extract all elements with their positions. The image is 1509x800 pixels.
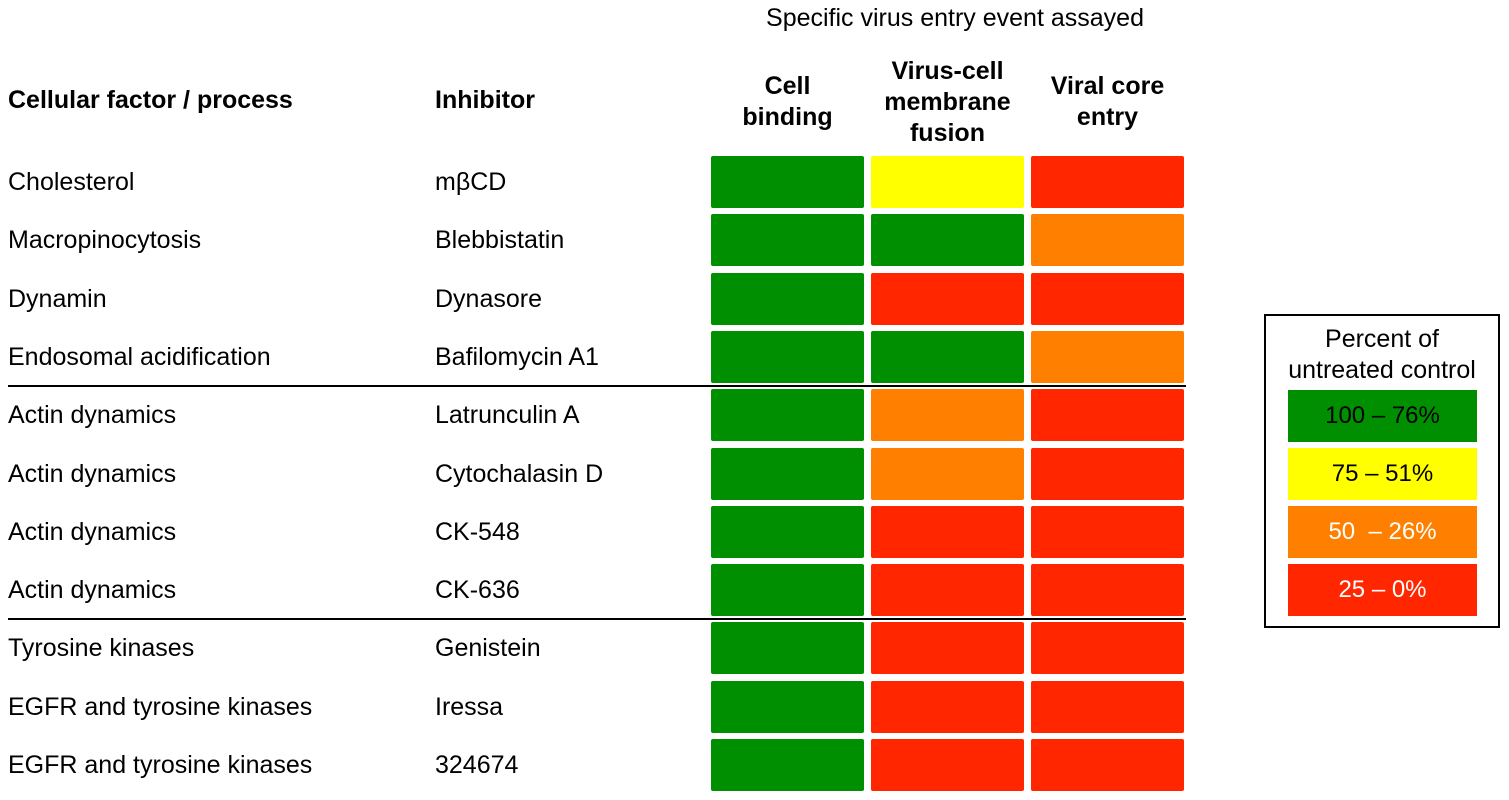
row-factor-label: Actin dynamics xyxy=(8,517,177,546)
heatmap-cell xyxy=(1031,739,1184,791)
legend-title: Percent of untreated control xyxy=(1288,325,1476,384)
heatmap-cell xyxy=(1031,389,1184,442)
row-inhibitor-label: Cytochalasin D xyxy=(435,459,604,488)
heatmap-cell xyxy=(871,680,1024,733)
inhibitor-column-header: Inhibitor xyxy=(435,86,535,114)
row-factor-label: Actin dynamics xyxy=(8,576,177,605)
heatmap-cell xyxy=(711,447,864,500)
heatmap-cell xyxy=(711,680,864,733)
heatmap-cell xyxy=(1031,505,1184,558)
row-inhibitor-label: CK-636 xyxy=(435,576,520,605)
heatmap-cell xyxy=(871,447,1024,500)
column-header-cell-binding: Cell binding xyxy=(742,72,833,131)
row-inhibitor-label: mβCD xyxy=(435,168,507,196)
factor-column-header: Cellular factor / process xyxy=(8,86,293,114)
heatmap-cell xyxy=(711,272,864,325)
column-group-title: Specific virus entry event assayed xyxy=(766,4,1144,32)
heatmap-cell xyxy=(1031,156,1184,208)
row-inhibitor-label: Bafilomycin A1 xyxy=(435,342,599,371)
row-inhibitor-label: 324674 xyxy=(435,751,519,779)
heatmap-cell xyxy=(711,739,864,791)
row-inhibitor-label: Genistein xyxy=(435,634,541,663)
group-separator-line xyxy=(8,618,1186,621)
heatmap-cell xyxy=(871,389,1024,442)
heatmap-cell xyxy=(871,272,1024,325)
heatmap-cell xyxy=(871,505,1024,558)
row-factor-label: Actin dynamics xyxy=(8,459,177,488)
heatmap-cell xyxy=(711,156,864,208)
row-inhibitor-label: Iressa xyxy=(435,692,504,721)
legend-swatch: 75 – 51% xyxy=(1288,448,1477,500)
heatmap-cell xyxy=(711,330,864,383)
heatmap-cell xyxy=(1031,330,1184,383)
heatmap-cell xyxy=(711,564,864,617)
heatmap-cell xyxy=(1031,622,1184,675)
row-inhibitor-label: Blebbistatin xyxy=(435,226,565,255)
legend: Percent of untreated control 100 – 76% 75… xyxy=(1264,314,1500,628)
legend-swatch: 100 – 76% xyxy=(1288,390,1477,442)
heatmap-cell xyxy=(1031,447,1184,500)
row-factor-label: Actin dynamics xyxy=(8,401,177,430)
row-factor-label: Tyrosine kinases xyxy=(8,634,195,663)
heatmap-cell xyxy=(711,505,864,558)
heatmap-cell xyxy=(871,214,1024,267)
heatmap-cell xyxy=(871,739,1024,791)
heatmap-cell xyxy=(711,622,864,675)
group-separator-line xyxy=(8,385,1186,388)
heatmap-cell xyxy=(1031,214,1184,267)
row-factor-label: Macropinocytosis xyxy=(8,226,202,255)
column-header-membrane-fusion: Virus-cell membrane fusion xyxy=(884,56,1011,147)
heatmap-cell xyxy=(1031,564,1184,617)
row-factor-label: Cholesterol xyxy=(8,168,135,196)
legend-swatch: 25 – 0% xyxy=(1288,564,1477,616)
row-inhibitor-label: Latrunculin A xyxy=(435,401,580,430)
heatmap-cell xyxy=(711,389,864,442)
column-header-core-entry: Viral core entry xyxy=(1050,72,1165,131)
row-inhibitor-label: Dynasore xyxy=(435,284,542,313)
row-factor-label: Dynamin xyxy=(8,284,107,313)
legend-swatch: 50 – 26% xyxy=(1288,506,1477,558)
row-factor-label: EGFR and tyrosine kinases xyxy=(8,751,313,779)
row-inhibitor-label: CK-548 xyxy=(435,517,520,546)
heatmap-cell xyxy=(711,214,864,267)
heatmap-cell xyxy=(1031,680,1184,733)
heatmap-cell xyxy=(871,156,1024,208)
heatmap-cell xyxy=(871,622,1024,675)
row-factor-label: EGFR and tyrosine kinases xyxy=(8,692,313,721)
row-factor-label: Endosomal acidification xyxy=(8,342,271,371)
heatmap-cell xyxy=(1031,272,1184,325)
heatmap-cell xyxy=(871,330,1024,383)
heatmap-cell xyxy=(871,564,1024,617)
